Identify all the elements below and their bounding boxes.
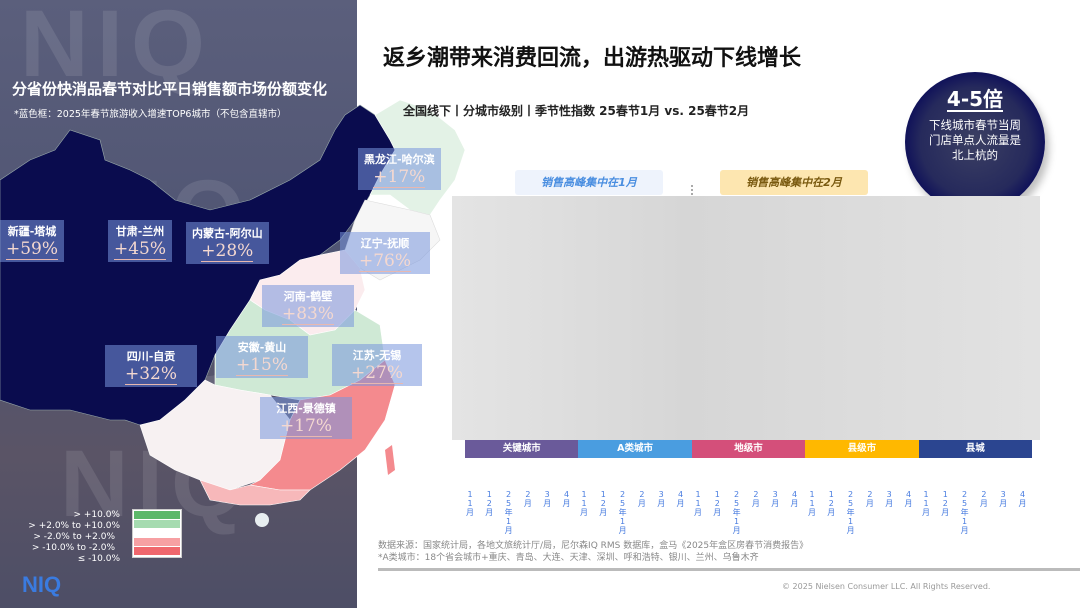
banner-peak-february: 销售高峰集中在2月 [720, 170, 868, 195]
highlight-badge: 4-5倍 下线城市春节当周门店单点人流量是北上杭的 [905, 72, 1045, 212]
x-tick-label: 12月 [713, 490, 722, 517]
legend-label: > +2.0% to +10.0% [28, 521, 120, 531]
city-name: 江苏-无锡 [352, 349, 402, 362]
city-name: 安徽-黄山 [237, 341, 287, 354]
x-tick-label: 12月 [485, 490, 494, 517]
x-tick-label: 3月 [999, 490, 1008, 508]
city-label: 江西-景德镇 +17% [260, 397, 352, 439]
source-text: 数据来源：国家统计局，各地文旅统计厅/局，尼尔森IQ RMS 数据库，盒马《20… [378, 541, 809, 551]
legend-swatch [134, 511, 180, 519]
city-label: 安徽-黄山 +15% [216, 336, 308, 378]
city-name: 河南-鹤壁 [283, 290, 333, 303]
x-tick-label: 25年1月 [846, 490, 855, 535]
city-label: 新疆-塔城 +59% [0, 220, 65, 262]
city-label: 甘肃-兰州 +45% [108, 220, 173, 262]
x-tick-label: 11月 [808, 490, 816, 517]
x-tick-label: 2月 [637, 490, 646, 508]
x-tick-label: 25年1月 [732, 490, 741, 535]
niq-logo: NIQ [22, 572, 62, 597]
city-name: 四川-自贡 [126, 350, 176, 363]
map-subtitle: *蓝色框：2025年春节旅游收入增速TOP6城市（不包含直辖市） [14, 109, 287, 120]
city-value: +32% [124, 364, 178, 385]
legend-swatches [132, 509, 182, 558]
watermark: NIQ [20, 0, 213, 97]
x-tick-label: 25年1月 [960, 490, 969, 535]
city-value: +45% [114, 239, 167, 260]
badge-text: 下线城市春节当周门店单点人流量是北上杭的 [929, 118, 1021, 162]
x-tick-label: 11月 [694, 490, 702, 517]
x-tick-label: 11月 [580, 490, 588, 517]
city-name: 内蒙古-阿尔山 [192, 227, 263, 240]
city-value: +83% [281, 304, 335, 325]
x-tick-label: 2月 [751, 490, 760, 508]
map-title: 分省份快消品春节对比平日销售额市场份额变化 [12, 80, 328, 98]
source-note: 数据来源：国家统计局，各地文旅统计厅/局，尼尔森IQ RMS 数据库，盒马《20… [378, 540, 808, 564]
city-value: +15% [235, 355, 289, 376]
x-tick-label: 4月 [676, 490, 685, 508]
chart-subtitle: 全国线下丨分城市级别丨季节性指数 25春节1月 vs. 25春节2月 [403, 104, 750, 118]
legend-swatch [134, 529, 180, 537]
footnote-text: *A类城市：18个省会城市+重庆、青岛、大连、天津、深圳、呼和浩特、银川、兰州、… [378, 553, 759, 563]
x-tick-label: 2月 [865, 490, 874, 508]
legend-label: > -10.0% to -2.0% [31, 543, 115, 553]
x-tick-label: 11月 [922, 490, 930, 517]
city-name: 江西-景德镇 [276, 402, 336, 415]
city-name: 新疆-塔城 [7, 225, 57, 238]
city-label: 四川-自贡 +32% [105, 345, 197, 387]
city-value: +76% [358, 251, 412, 272]
legend-swatch [134, 520, 180, 528]
city-label: 辽宁-抚顺 +76% [340, 232, 430, 274]
map-region-south-pink [199, 479, 311, 506]
x-tick-label: 4月 [1018, 490, 1027, 508]
category-segment: 县城 [918, 440, 1032, 458]
legend-label: ≤ -10.0% [77, 554, 120, 564]
legend-swatch [134, 547, 180, 555]
category-segment: 地级市 [691, 440, 806, 458]
banner-peak-january: 销售高峰集中在1月 [515, 170, 663, 195]
page-title: 返乡潮带来消费回流，出游热驱动下线增长 [383, 46, 802, 71]
category-segment: 关键城市 [465, 440, 579, 458]
city-label: 河南-鹤壁 +83% [262, 285, 354, 327]
x-tick-label: 3月 [543, 490, 552, 508]
x-tick-label: 12月 [599, 490, 608, 517]
copyright: © 2025 Nielsen Consumer LLC. All Rights … [782, 582, 991, 591]
x-tick-label: 4月 [790, 490, 799, 508]
badge-number: 4-5倍 [946, 87, 1004, 112]
chart-background [452, 196, 1040, 440]
city-label: 内蒙古-阿尔山 +28% [186, 222, 269, 264]
city-label: 江苏-无锡 +27% [332, 344, 422, 386]
city-value: +17% [279, 416, 333, 437]
map-region-hainan [255, 513, 269, 527]
x-tick-label: 3月 [657, 490, 666, 508]
legend-label: > -2.0% to +2.0% [33, 532, 115, 542]
city-name: 甘肃-兰州 [115, 225, 165, 238]
city-value: +59% [6, 239, 59, 260]
x-tick-label: 2月 [979, 490, 988, 508]
x-tick-label: 4月 [904, 490, 913, 508]
city-value: +17% [373, 167, 426, 188]
city-value: +27% [350, 363, 404, 384]
city-label: 黑龙江-哈尔滨 +17% [358, 148, 441, 190]
city-value: +28% [201, 241, 254, 262]
category-segment: 县级市 [805, 440, 919, 458]
legend-label: > +10.0% [73, 510, 120, 520]
legend-swatch [134, 538, 180, 546]
x-tick-label: 3月 [885, 490, 894, 508]
x-tick-label: 12月 [827, 490, 836, 517]
x-tick-label: 4月 [562, 490, 571, 508]
x-tick-label: 11月 [466, 490, 474, 517]
x-tick-label: 2月 [523, 490, 532, 508]
x-tick-label: 3月 [771, 490, 780, 508]
city-name: 黑龙江-哈尔滨 [364, 153, 435, 166]
map-region-taiwan [385, 445, 395, 475]
city-name: 辽宁-抚顺 [360, 237, 410, 250]
x-tick-label: 25年1月 [504, 490, 513, 535]
x-tick-label: 12月 [941, 490, 950, 517]
category-segment: A类城市 [578, 440, 692, 458]
divider [378, 568, 1080, 571]
x-tick-label: 25年1月 [618, 490, 627, 535]
